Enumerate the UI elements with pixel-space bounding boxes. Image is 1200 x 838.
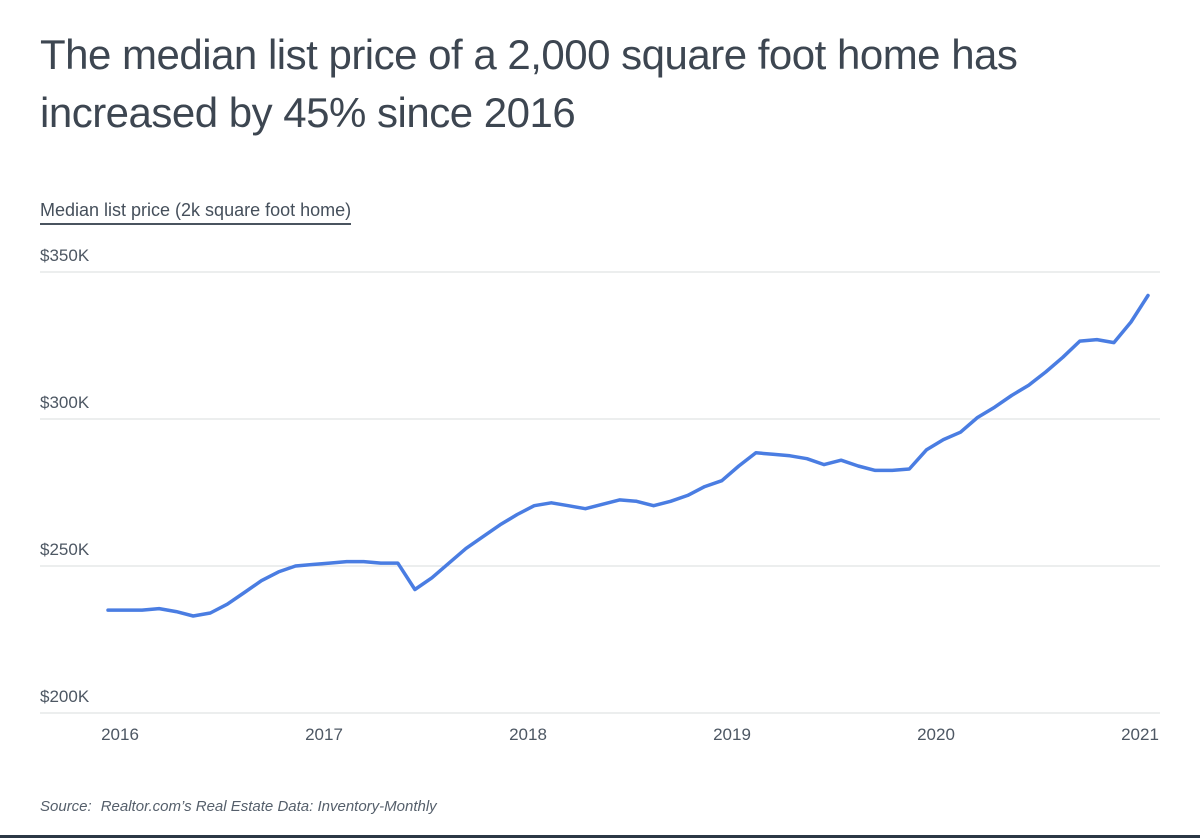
source-label: Source:: [40, 798, 92, 815]
chart-title: The median list price of a 2,000 square …: [40, 26, 1170, 142]
y-tick-label: $200K: [40, 687, 90, 706]
y-tick-label: $300K: [40, 393, 90, 412]
plot-area: [40, 271, 1160, 714]
bottom-border-bar: [0, 835, 1200, 838]
source-text: Realtor.com’s Real Estate Data: Inventor…: [100, 798, 437, 815]
x-tick-label: 2016: [101, 725, 139, 744]
legend: Median list price (2k square foot home): [40, 200, 352, 225]
median-price-line: [106, 293, 1150, 618]
x-tick-label: 2021: [1121, 725, 1159, 744]
chart-title-line1: The median list price of a 2,000 square …: [40, 31, 1018, 78]
chart-title-line2: increased by 45% since 2016: [40, 89, 576, 136]
legend-item-median-list-price[interactable]: Median list price (2k square foot home): [40, 200, 352, 225]
y-tick-label: $250K: [40, 540, 90, 559]
source-note: Source: Realtor.com’s Real Estate Data: I…: [40, 798, 437, 815]
x-tick-label: 2020: [917, 725, 955, 744]
x-tick-label: 2019: [713, 725, 751, 744]
y-tick-label: $350K: [40, 246, 90, 265]
x-tick-label: 2017: [305, 725, 343, 744]
x-tick-label: 2018: [509, 725, 547, 744]
